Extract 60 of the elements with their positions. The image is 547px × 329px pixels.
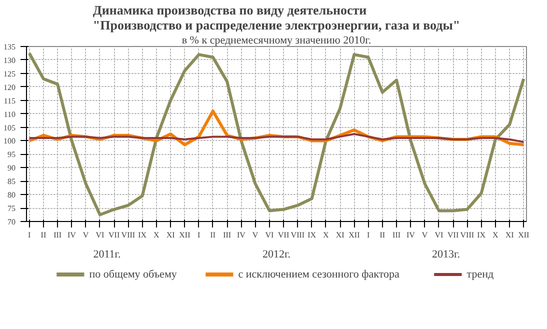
x-tick-label: III [392,230,401,240]
legend-label: по общему объему [89,268,178,280]
x-tick-label: XI [166,230,176,240]
x-tick-label: II [380,230,386,240]
chart-title: Динамика производства по виду деятельности "Производство и распределение электроэнергии, газа и воды" [92,2,460,32]
y-tick-label: 115 [4,96,16,106]
y-tick-label: 110 [4,110,16,119]
x-tick-label: XII [518,230,530,240]
legend-label: с исключением сезонного фактора [238,268,400,280]
x-tick-label: VIII [121,230,136,240]
y-tick-label: 75 [8,204,16,214]
text: 2012г. [262,248,291,260]
x-tick-label: I [366,230,370,240]
text: 2013г. [432,248,460,260]
y-tick-label: 105 [4,123,16,132]
y-tick-label: 130 [4,56,16,65]
x-tick-label: IX [308,230,316,240]
y-tick-label: 80 [8,190,16,200]
x-tick-label: I [28,230,31,240]
x-tick-label: IX [477,230,486,240]
text: 2011г. [93,248,122,260]
x-tick-label: VI [96,230,105,240]
x-tick-label: V [252,230,258,240]
x-tick-label: X [492,230,499,240]
x-tick-label: VII [278,230,290,240]
x-tick-label: III [54,230,62,240]
x-tick-label: IX [138,230,147,240]
x-tick-label: VIII [290,230,305,240]
x-tick-label: VI [434,230,444,240]
x-tick-label: I [197,230,200,240]
x-tick-label: VI [265,230,274,240]
chart-subtitle: в % к среднемесячному значению 2010г. [182,34,372,46]
y-tick-label: 90 [8,164,16,173]
y-tick-label: 70 [8,218,16,226]
x-tick-label: X [154,230,160,240]
x-tick-label: VII [108,230,120,240]
x-tick-label: X [323,230,330,240]
x-tick-label: II [40,230,46,240]
x-tick-label: IV [406,230,416,240]
x-tick-label: VIII [460,230,474,240]
y-tick-label: 85 [8,177,16,186]
x-tick-label: XI [336,230,345,240]
y-tick-label: 100 [4,136,16,146]
x-tick-label: IV [67,230,76,240]
line-series [28,133,525,144]
x-tick-label: II [210,230,216,240]
y-tick-label: 120 [4,82,16,92]
x-tick-label: XII [348,230,360,240]
legend-label: тренд [466,268,494,280]
x-tick-label: IV [236,230,246,240]
x-tick-label: VII [448,230,459,240]
x-tick-label: V [422,230,428,240]
y-tick-label: 135 [4,42,16,52]
x-tick-label: III [223,230,232,240]
x-tick-label: XI [505,230,514,240]
x-tick-label: V [82,230,89,240]
y-tick-label: 125 [4,69,16,78]
x-tick-label: XII [179,230,191,240]
line-series [28,52,526,216]
y-tick-label: 95 [8,150,16,160]
